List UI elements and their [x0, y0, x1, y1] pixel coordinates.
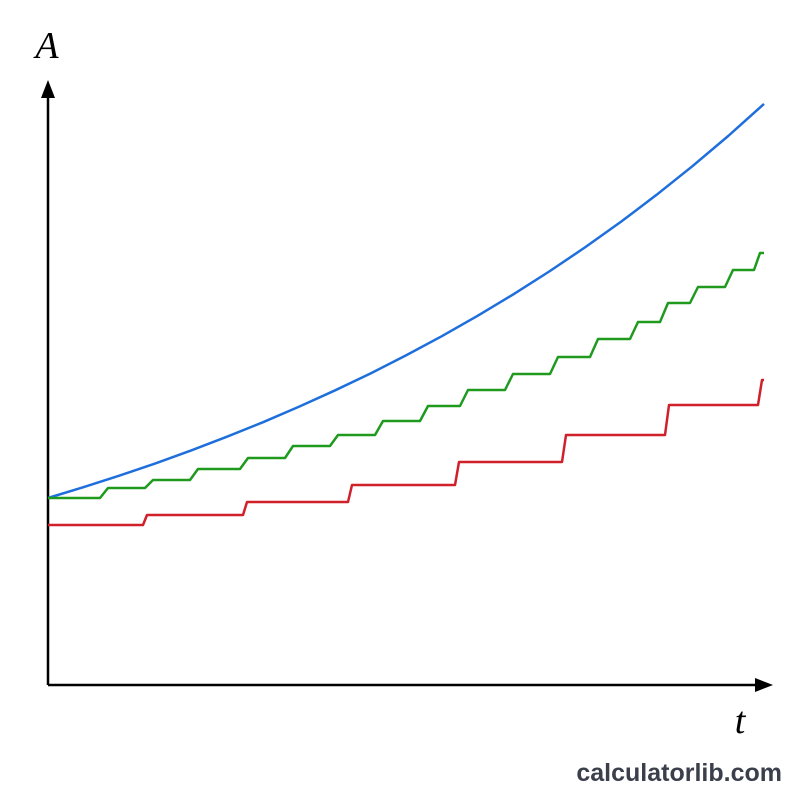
series-line: [48, 378, 764, 527]
watermark: calculatorlib.com: [576, 759, 782, 787]
x-axis-arrow: [755, 678, 773, 692]
series-line: [47, 102, 765, 500]
series-line: [48, 251, 764, 500]
y-axis-title: A: [32, 25, 59, 67]
x-axis-title: t: [735, 700, 747, 742]
y-axis-arrow: [41, 80, 55, 98]
